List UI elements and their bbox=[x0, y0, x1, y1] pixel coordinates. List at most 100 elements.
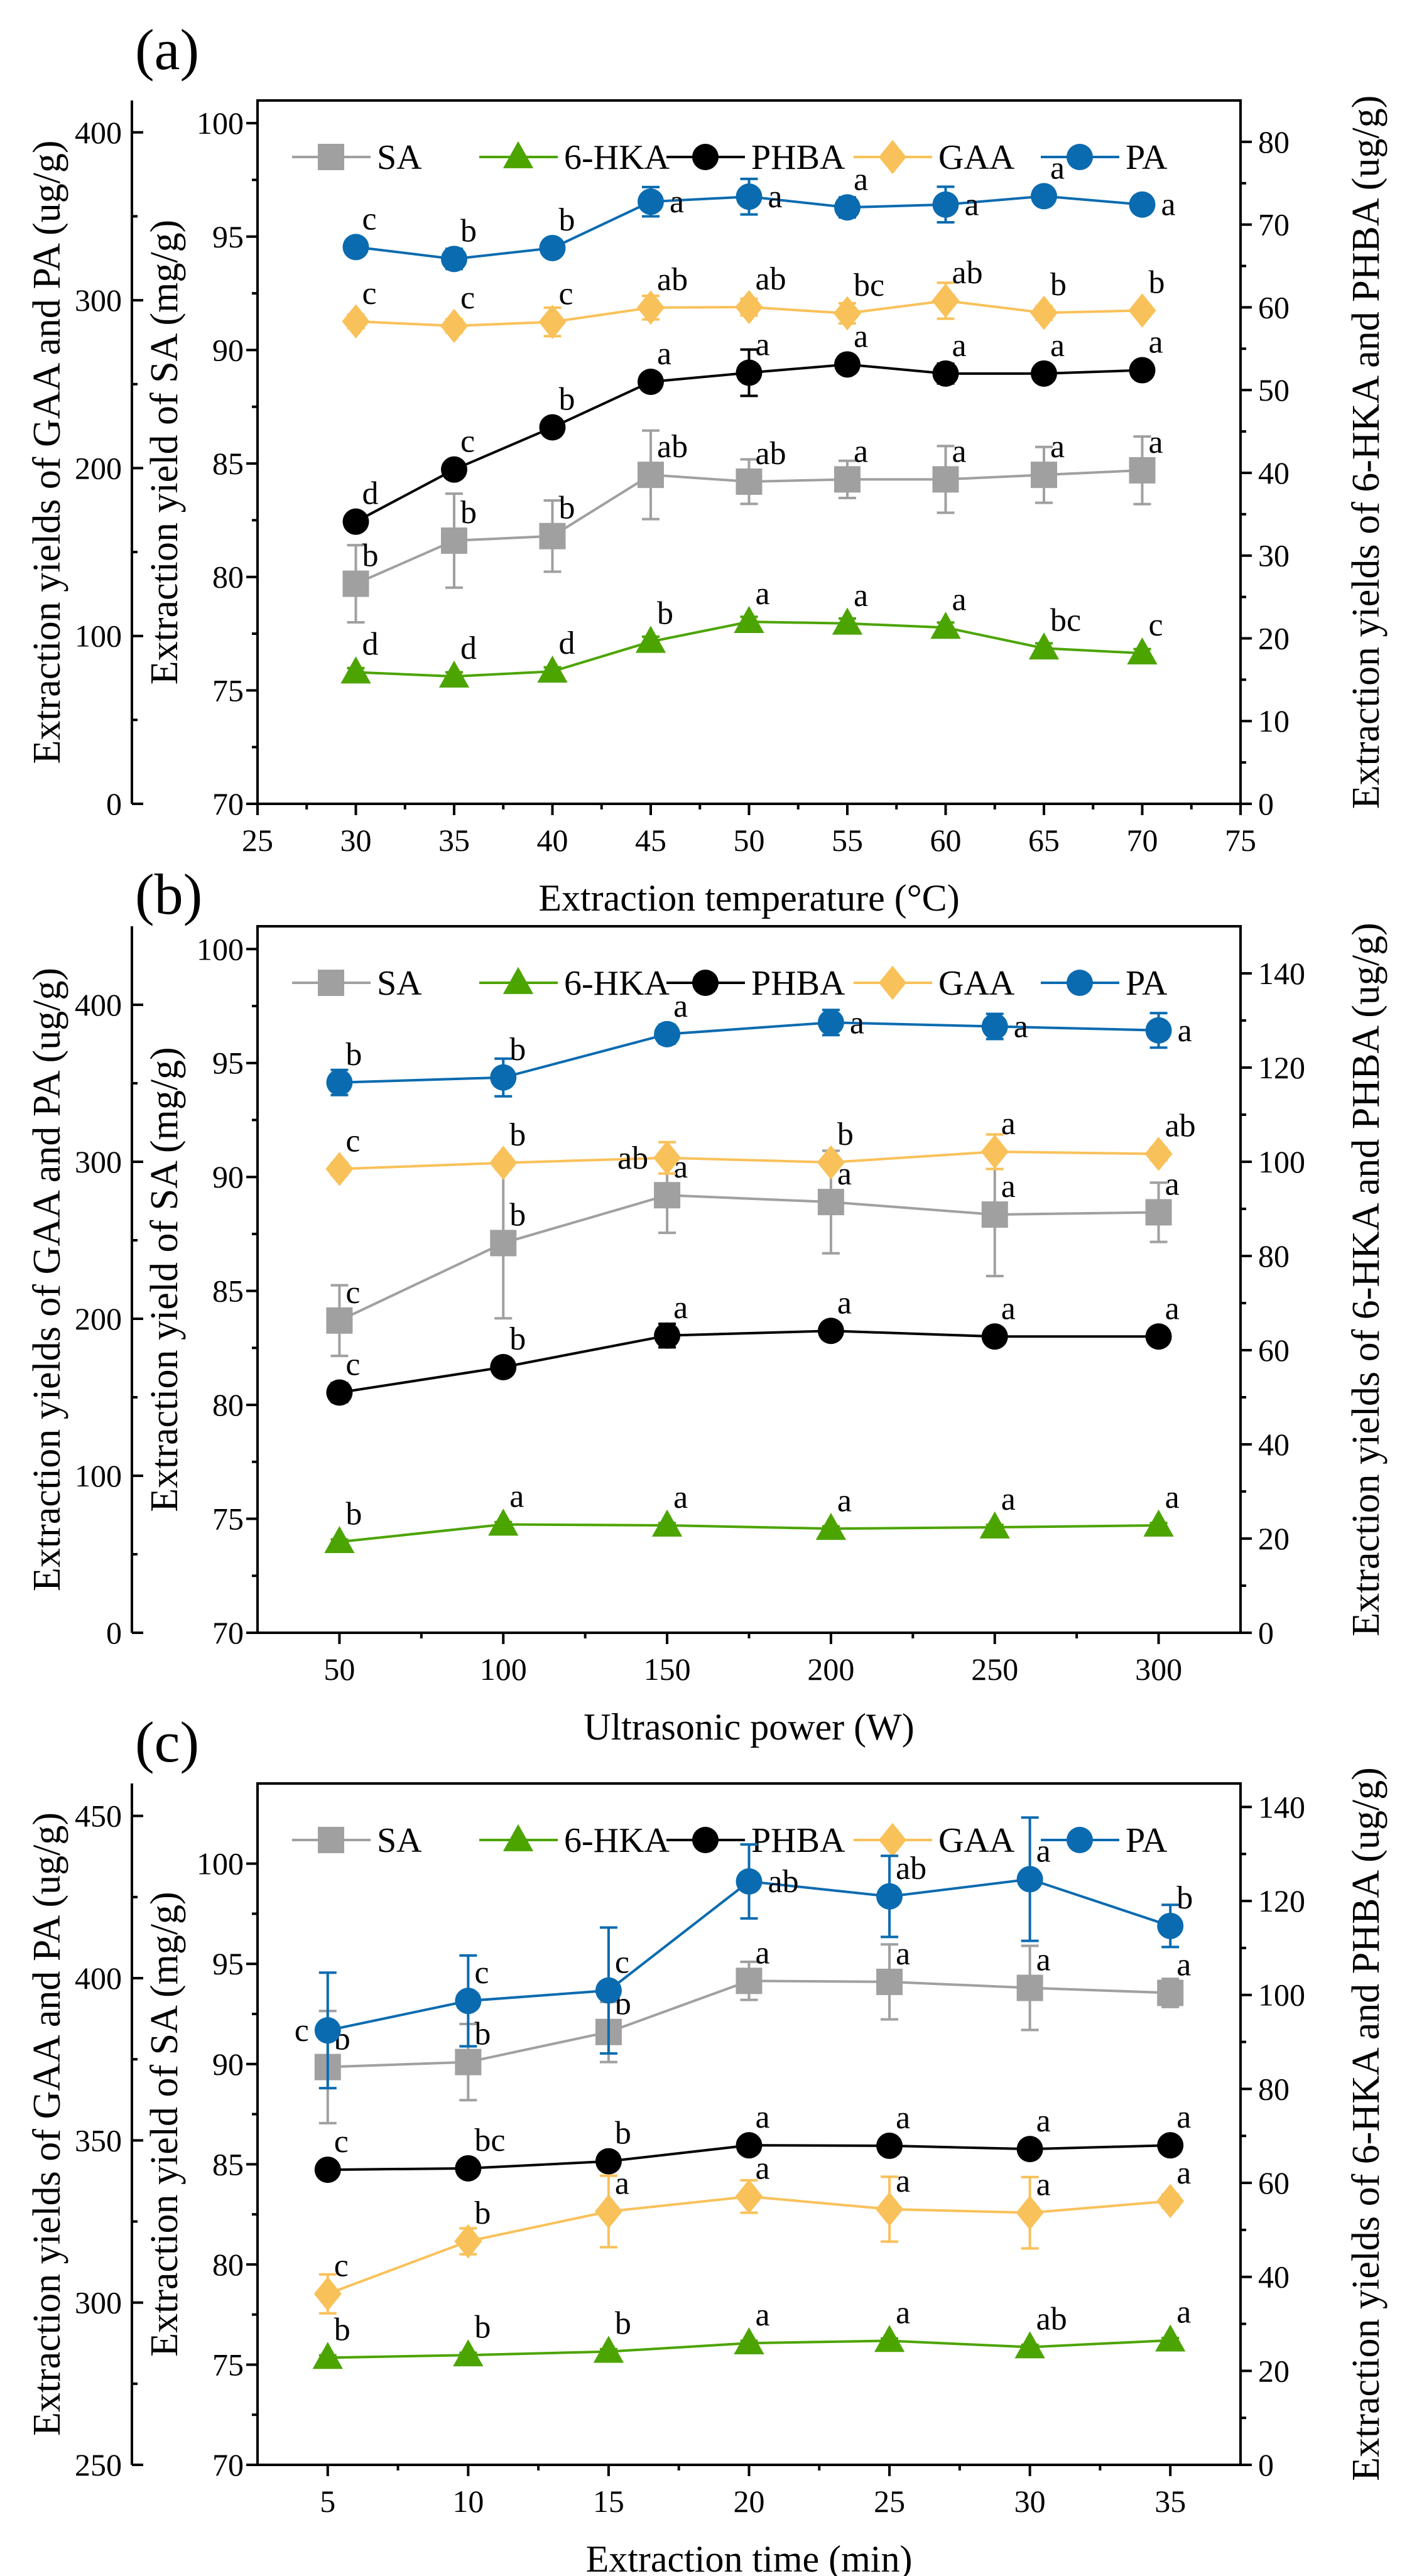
outer-axis-tick-label: 400 bbox=[75, 987, 122, 1022]
legend-marker bbox=[502, 141, 534, 168]
legend: SA 6-HKA PHBA GAA PA bbox=[292, 1821, 1168, 1860]
significance-letter: a bbox=[952, 328, 967, 364]
data-point bbox=[736, 1967, 763, 1994]
x-axis-tick-label: 20 bbox=[734, 2484, 765, 2519]
significance-letter: b bbox=[474, 2195, 491, 2231]
data-point bbox=[734, 605, 764, 633]
data-point bbox=[736, 468, 763, 495]
right-axis-tick-label: 40 bbox=[1258, 455, 1290, 490]
significance-letter: a bbox=[837, 1285, 852, 1321]
x-axis-tick-label: 30 bbox=[1014, 2484, 1046, 2519]
significance-letter: a bbox=[1176, 1947, 1191, 1983]
data-point bbox=[834, 466, 861, 493]
panel-label: (a) bbox=[135, 18, 199, 82]
data-point bbox=[932, 360, 959, 387]
right-axis-tick-label: 50 bbox=[1258, 372, 1290, 408]
data-point bbox=[735, 290, 763, 325]
panel-a: (a) 70 75 80 85 90 95 100 0 100 200 300 400 0 10 20 30 40… bbox=[26, 18, 1388, 919]
data-point bbox=[1143, 1509, 1174, 1537]
significance-letter: b bbox=[334, 2312, 350, 2347]
data-point bbox=[1029, 295, 1058, 330]
legend-marker bbox=[692, 970, 719, 996]
outer-axis-tick-label: 200 bbox=[75, 450, 122, 485]
significance-letter: d bbox=[460, 630, 477, 666]
right-y-axis-title: Extraction yields of 6-HKA and PHBA (ug/… bbox=[1345, 1767, 1388, 2481]
significance-letter: c bbox=[615, 1945, 629, 1981]
legend-label: PHBA bbox=[751, 1821, 845, 1860]
outer-axis-tick-label: 400 bbox=[75, 1961, 122, 1996]
right-axis-tick-label: 0 bbox=[1258, 1615, 1274, 1650]
sa-axis-tick-label: 85 bbox=[212, 2146, 244, 2182]
series-line bbox=[339, 1194, 1159, 1322]
data-point bbox=[1028, 632, 1060, 660]
right-axis-tick-label: 80 bbox=[1258, 1238, 1290, 1274]
data-point bbox=[638, 369, 664, 395]
data-point bbox=[453, 2339, 484, 2367]
data-point bbox=[325, 1152, 354, 1186]
significance-letter: a bbox=[896, 2100, 910, 2136]
data-point bbox=[342, 234, 369, 261]
legend-marker bbox=[692, 144, 719, 170]
significance-letter: a bbox=[1050, 328, 1065, 364]
data-point bbox=[490, 1230, 517, 1257]
data-point bbox=[1155, 2324, 1186, 2352]
significance-letter: a bbox=[850, 1005, 864, 1041]
data-point bbox=[653, 1140, 682, 1176]
series-6-hka: d d d b a a a bc c bbox=[340, 576, 1163, 688]
outer-axis-tick-label: 100 bbox=[75, 1458, 122, 1493]
right-axis-tick-label: 80 bbox=[1258, 124, 1290, 160]
significance-letter: ab bbox=[617, 1140, 648, 1176]
panel-label: (b) bbox=[135, 862, 202, 926]
right-axis-tick-label: 70 bbox=[1258, 207, 1290, 242]
x-axis-tick-label: 250 bbox=[971, 1652, 1018, 1687]
data-point bbox=[538, 305, 567, 339]
significance-letter: ab bbox=[896, 1851, 926, 1886]
significance-letter: a bbox=[1149, 325, 1163, 360]
legend-item: PHBA bbox=[666, 138, 845, 177]
significance-letter: ab bbox=[952, 255, 983, 291]
legend-label: 6-HKA bbox=[564, 964, 670, 1003]
data-point bbox=[834, 194, 861, 221]
data-point bbox=[488, 1508, 519, 1536]
legend-item: PHBA bbox=[666, 1821, 845, 1860]
sa-axis-tick-label: 80 bbox=[212, 560, 244, 595]
legend-marker bbox=[878, 139, 907, 175]
x-axis-tick-label: 300 bbox=[1135, 1652, 1182, 1687]
outer-axis-tick-label: 400 bbox=[75, 115, 122, 150]
significance-letter: a bbox=[1161, 187, 1176, 223]
outer-y-axis-title: Extraction yields of GAA and PA (ug/g) bbox=[26, 140, 68, 764]
data-point bbox=[1031, 360, 1057, 387]
significance-letter: c bbox=[345, 1275, 360, 1311]
data-point bbox=[1129, 457, 1156, 484]
data-point bbox=[1157, 1979, 1184, 2006]
data-point bbox=[932, 191, 959, 218]
data-point bbox=[441, 527, 467, 554]
significance-letter: a bbox=[1176, 2295, 1191, 2330]
data-point bbox=[833, 296, 862, 331]
significance-letter: a bbox=[896, 2295, 910, 2330]
data-point bbox=[326, 1307, 353, 1334]
data-point bbox=[593, 2335, 624, 2363]
sa-y-axis-title: Extraction yield of SA (mg/g) bbox=[143, 220, 186, 685]
right-axis-tick-label: 40 bbox=[1258, 1427, 1290, 1462]
sa-y-axis-title: Extraction yield of SA (mg/g) bbox=[143, 1047, 186, 1512]
data-point bbox=[817, 1009, 844, 1036]
significance-letter: a bbox=[1050, 150, 1065, 186]
significance-letter: a bbox=[896, 1936, 910, 1972]
sa-axis-tick-label: 75 bbox=[212, 1502, 244, 1537]
sa-axis-tick-label: 90 bbox=[212, 2047, 244, 2082]
significance-letter: a bbox=[756, 1935, 770, 1971]
significance-letter: ab bbox=[756, 436, 786, 472]
data-point bbox=[1031, 183, 1057, 210]
data-point bbox=[1129, 191, 1156, 218]
significance-letter: a bbox=[854, 578, 868, 614]
significance-letter: bc bbox=[1050, 602, 1081, 638]
data-point bbox=[980, 1134, 1009, 1169]
series-phba: c bc b a a a a bbox=[314, 2099, 1191, 2184]
significance-letter: a bbox=[1001, 1106, 1016, 1142]
series-sa: b bba a a a bbox=[314, 1935, 1191, 2124]
significance-letter: b bbox=[460, 213, 477, 249]
significance-letter: a bbox=[756, 2297, 770, 2333]
significance-letter: a bbox=[1014, 1009, 1028, 1045]
